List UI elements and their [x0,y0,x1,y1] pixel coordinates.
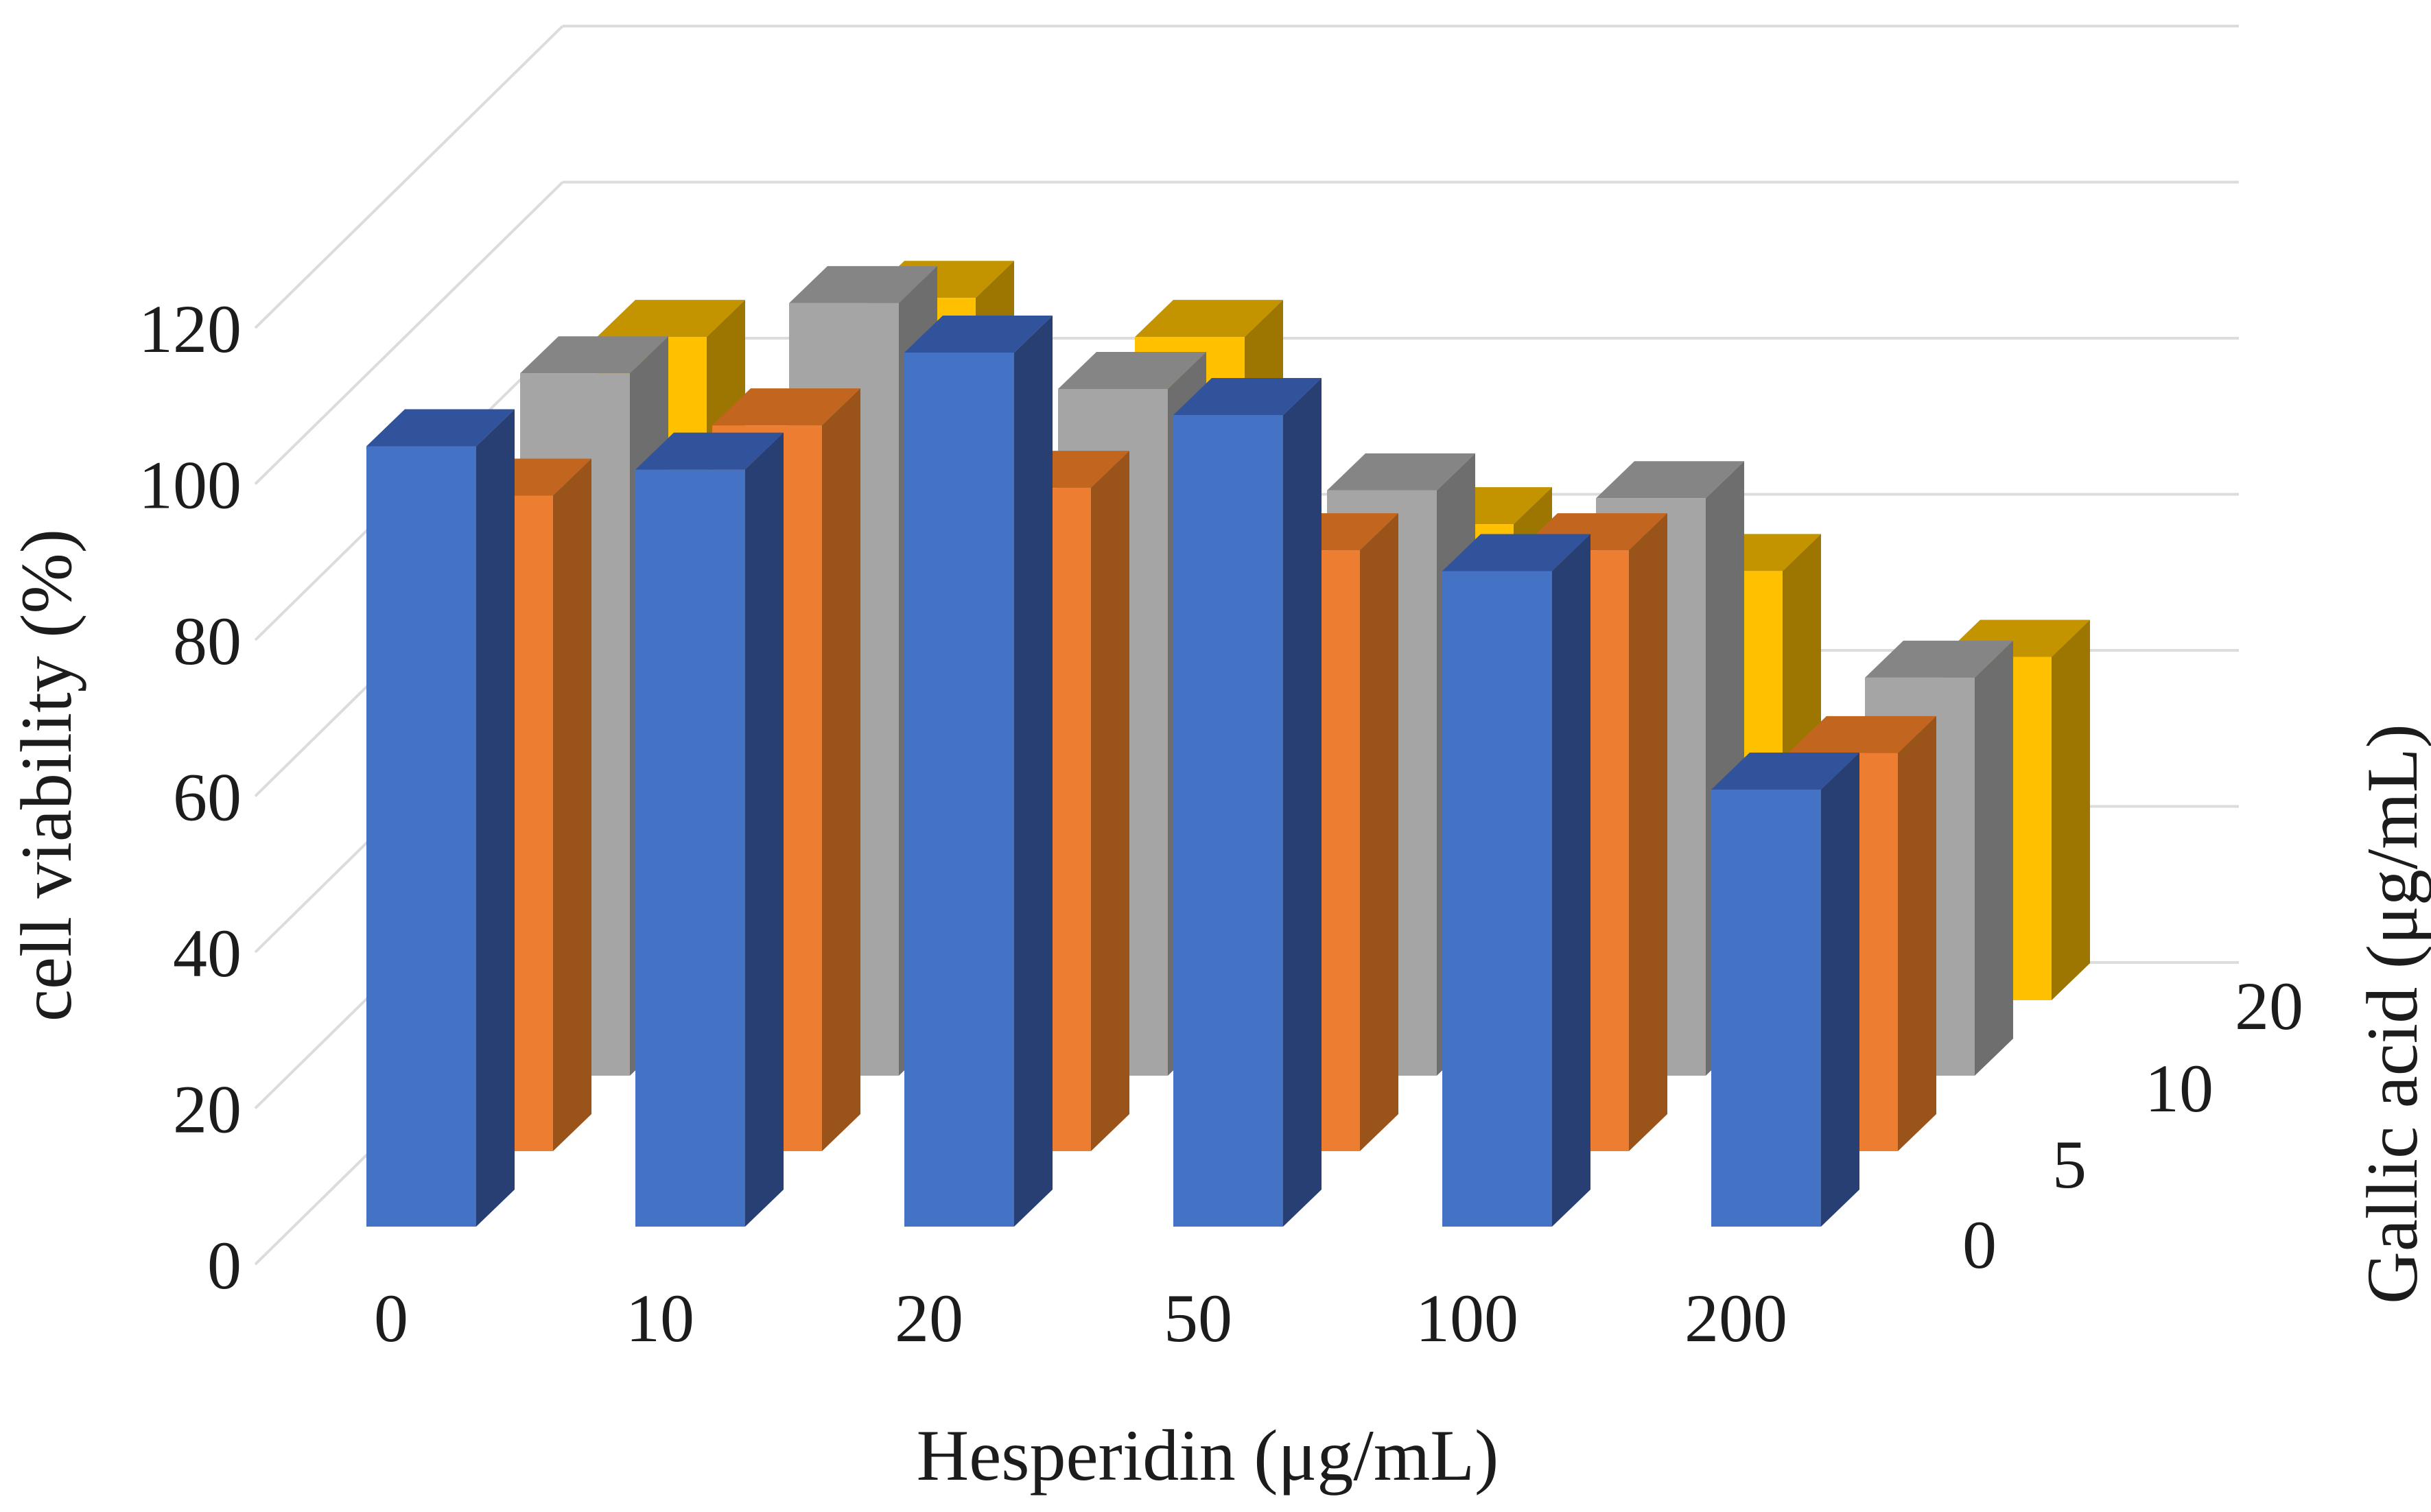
bars [366,261,2090,1227]
x-tick-label: 20 [895,1280,963,1356]
bar-top-face [712,388,860,426]
bar-top-face [1135,300,1283,338]
bar-side-face [1360,513,1398,1151]
bar-top-face [1788,716,1936,753]
bar-side-face [1014,316,1053,1227]
z-tick-label: 20 [2235,968,2303,1044]
bar-side-face [1552,534,1590,1227]
bar-side-face [476,409,515,1227]
y-tick-label: 0 [207,1227,242,1303]
bar-top-face [1327,453,1475,491]
x-tick-label: 0 [374,1280,408,1356]
bar-side-face [822,388,860,1151]
gridline-side-wall [254,181,564,485]
bar-top-face [904,316,1053,353]
x-tick-label: 200 [1684,1280,1787,1356]
x-axis-tick-labels: 0 10 20 50 100 200 [374,1280,1787,1356]
y-tick-label: 80 [173,603,242,679]
x-tick-label: 10 [626,1280,694,1356]
bar-side-face [745,432,784,1227]
x-tick-label: 100 [1416,1280,1518,1356]
bar-side-face [1283,378,1322,1227]
bar-hesperidin-20-gallic-0 [904,316,1053,1227]
bar-front-face [635,469,745,1227]
y-tick-label: 120 [139,291,242,367]
bar-top-face [1058,352,1206,389]
bar-side-face [553,458,591,1151]
bar-side-face [1629,513,1667,1151]
bar-hesperidin-200-gallic-0 [1711,753,1859,1227]
bar-hesperidin-50-gallic-0 [1173,378,1322,1227]
z-tick-label: 5 [2052,1126,2087,1203]
bar-hesperidin-100-gallic-0 [1442,534,1590,1227]
z-tick-label: 0 [1962,1207,1997,1283]
bar-front-face [1173,415,1283,1227]
bar-top-face [366,409,515,447]
z-tick-label: 10 [2145,1050,2213,1126]
bar-top-face [1173,378,1322,415]
bar-top-face [520,336,668,374]
bar-front-face [1711,790,1821,1227]
y-axis-tick-labels: 0 20 40 60 80 100 120 [139,291,242,1303]
z-axis-title: Gallic acid (μg/mL) [2352,724,2431,1304]
bar-top-face [597,300,745,338]
y-tick-label: 60 [173,759,242,836]
bar-hesperidin-10-gallic-0 [635,432,784,1227]
gridline-side-wall [254,25,564,329]
bar-top-face [1865,640,2013,678]
bar-front-face [366,446,476,1227]
x-tick-label: 50 [1164,1280,1232,1356]
bar-top-face [1442,534,1590,571]
bar-top-face [789,265,937,303]
bar-side-face [1091,451,1129,1151]
bar-top-face [1711,753,1859,790]
y-tick-label: 100 [139,447,242,523]
bar-top-face [1596,461,1744,499]
y-axis-title: cell viability (%) [6,528,86,1022]
bar-front-face [904,353,1014,1227]
bar-side-face [2052,619,2090,1000]
bar-side-face [1821,753,1859,1227]
bar-hesperidin-0-gallic-0 [366,409,515,1227]
bar-side-face [1898,716,1936,1151]
bar-side-face [1975,640,2013,1076]
bar-front-face [1442,571,1552,1227]
x-axis-title: Hesperidin (μg/mL) [916,1415,1499,1496]
y-tick-label: 20 [173,1072,242,1148]
bar-top-face [635,432,784,470]
y-tick-label: 40 [173,915,242,991]
z-axis-tick-labels: 05 10 20 [1962,968,2303,1283]
